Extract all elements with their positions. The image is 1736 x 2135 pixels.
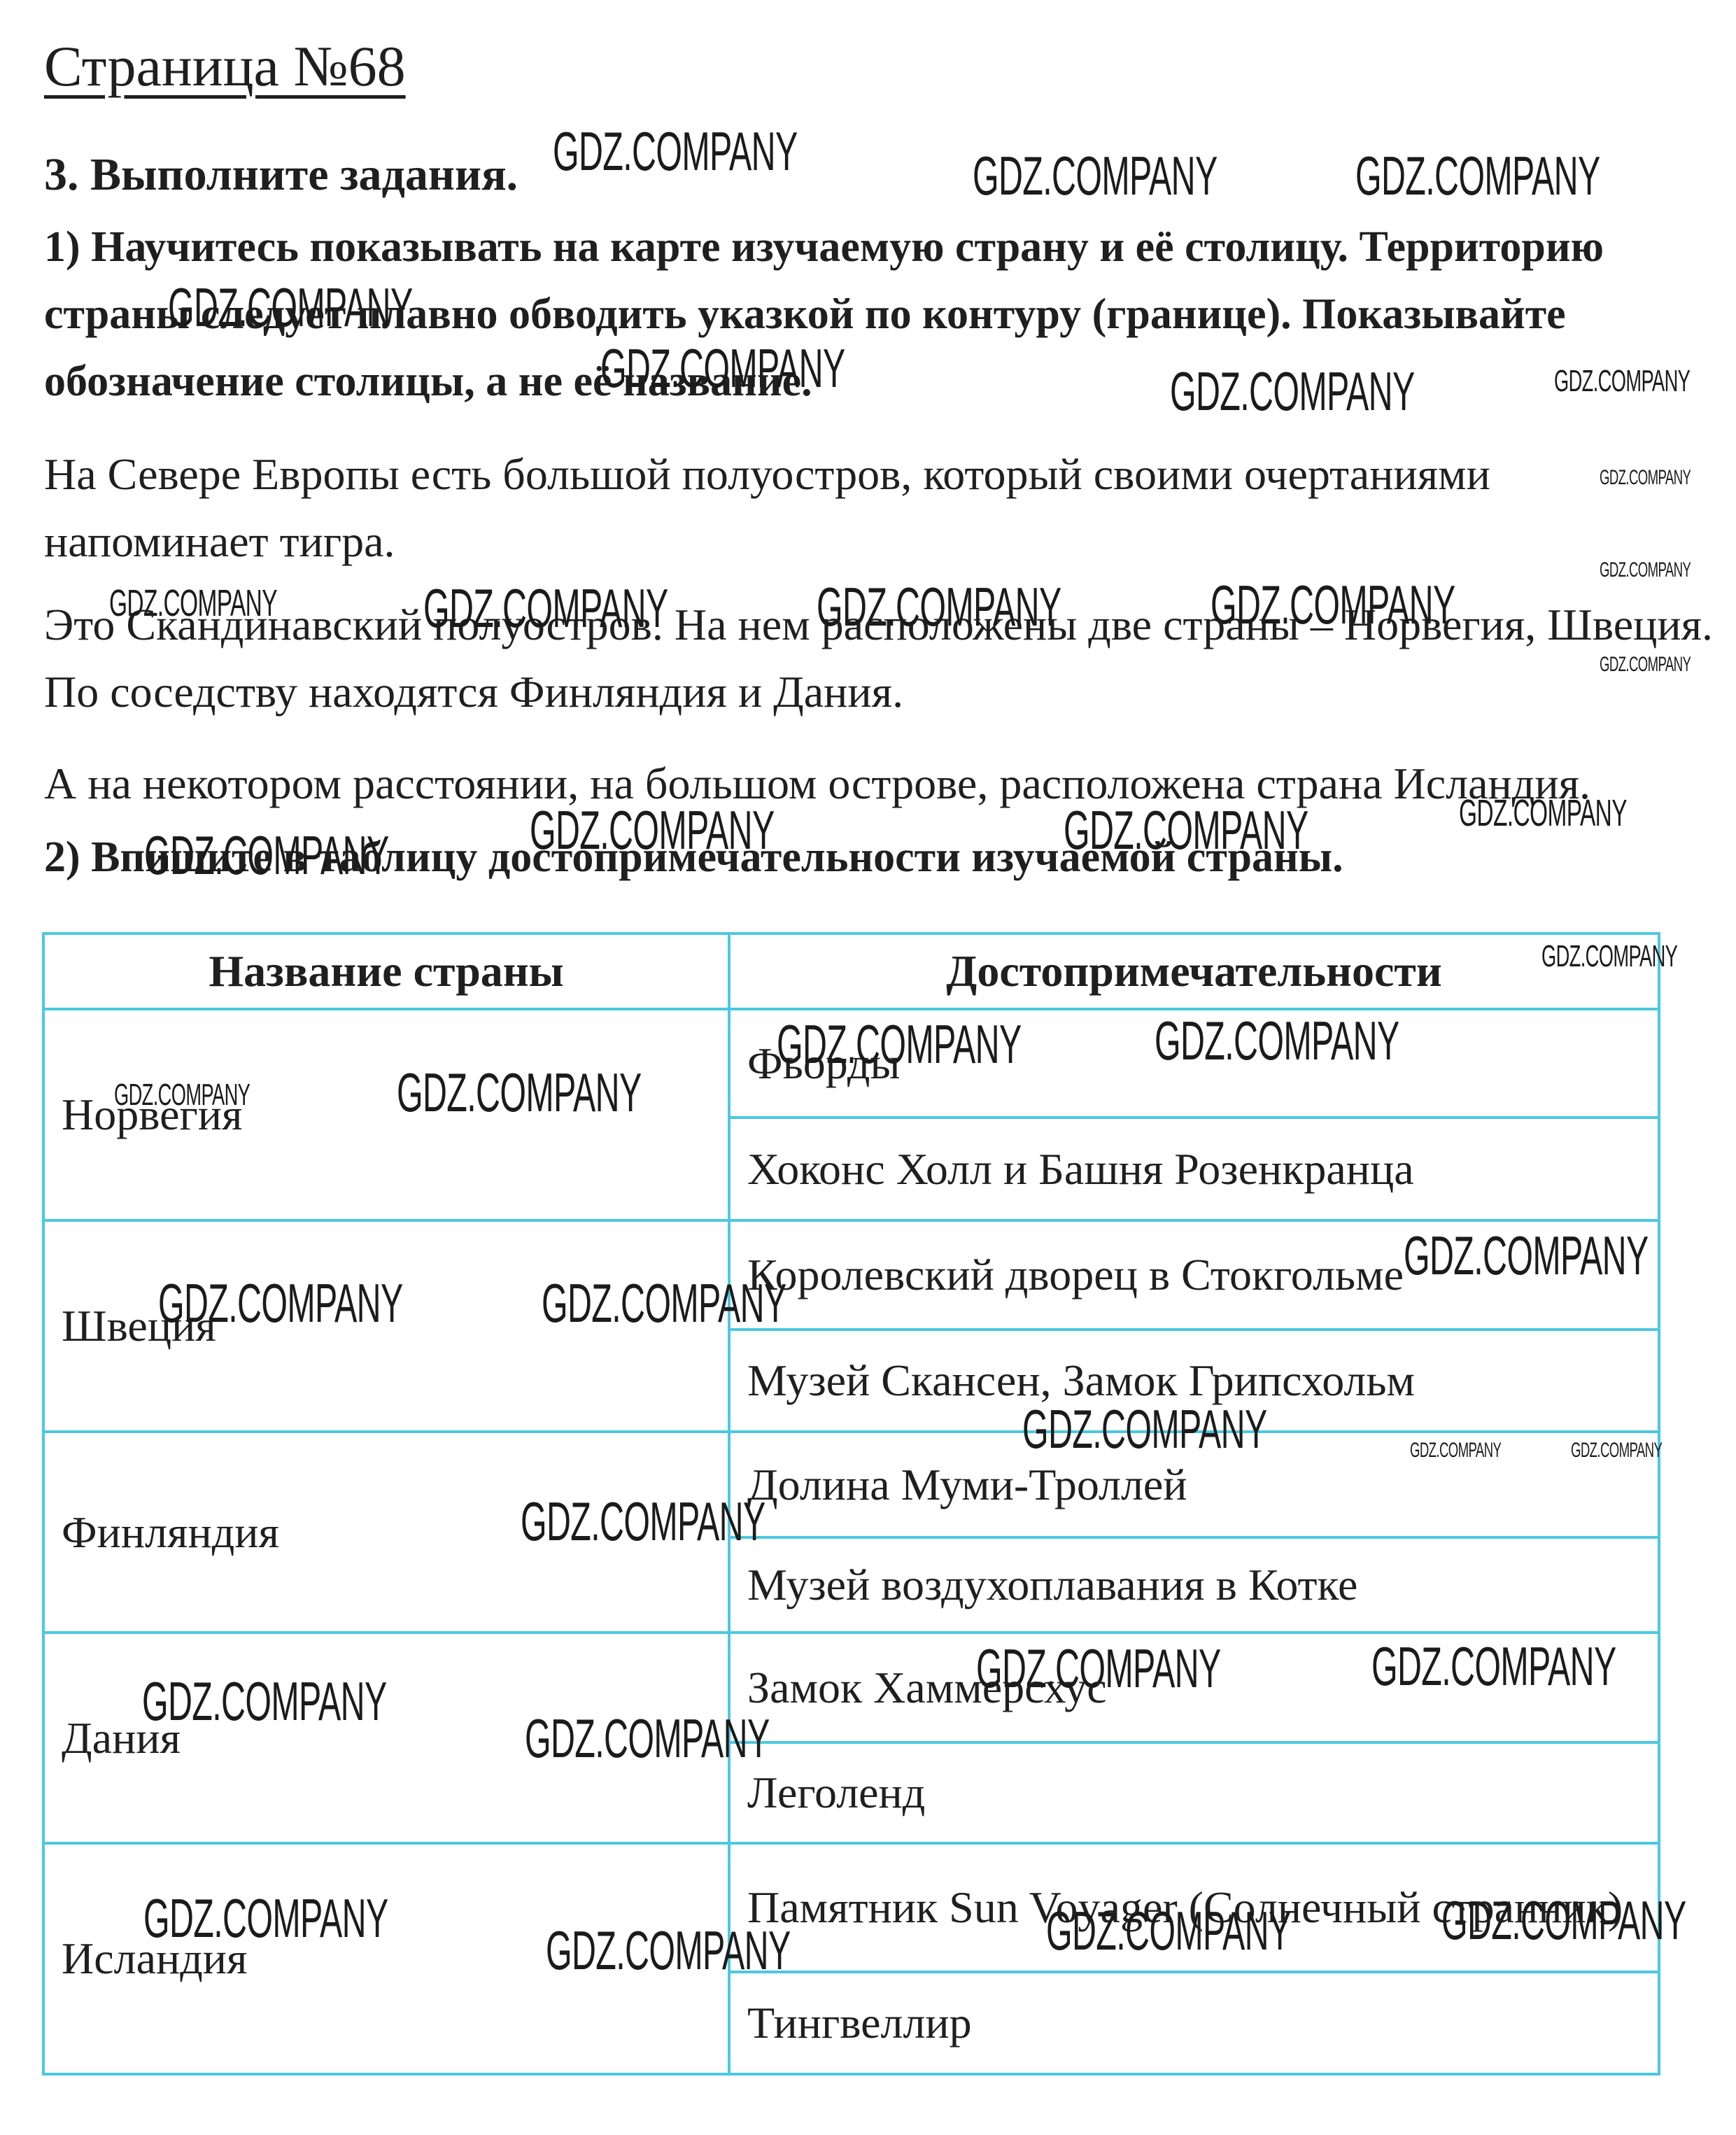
watermark-text: GDZ.COMPANY [976,1637,1221,1699]
table-header-row: Название страны Достопримечательности [45,935,1658,1008]
attractions-table: Название страны Достопримечательности Но… [42,932,1660,2076]
watermark-text: GDZ.COMPANY [1441,1889,1686,1951]
country-name: Швеция [62,1301,216,1351]
table-row-iceland: Исландия Памятник Sun Voyager (Солнечный… [45,1842,1658,2073]
watermark-text: GDZ.COMPANY [521,1491,765,1552]
watermark-text: GDZ.COMPANY [1410,1439,1502,1462]
attraction-cell: Памятник Sun Voyager (Солнечный странник… [731,1845,1658,1971]
watermark-text: GDZ.COMPANY [1371,1635,1616,1697]
attraction-cell: Музей Скансен, Замок Грипсхольм [731,1328,1658,1430]
attraction-cell: Тингвеллир [731,1971,1658,2073]
attraction-cell: Королевский дворец в Стокгольме [731,1222,1658,1328]
attraction-cell: Долина Муми-Троллей [731,1433,1658,1536]
watermark-text: GDZ.COMPANY [1064,799,1308,861]
watermark-text: GDZ.COMPANY [1541,939,1678,973]
attraction-text: Памятник Sun Voyager (Солнечный странник… [747,1882,1623,1932]
attraction-cell: Музей воздухоплавания в Котке [731,1536,1658,1631]
attraction-text: Хоконс Холл и Башня Розенкранца [747,1143,1414,1194]
attraction-text: Фьорды [747,1038,901,1088]
table-row-finland: Финляндия Долина Муми-Троллей Музей возд… [45,1430,1658,1631]
watermark-text: GDZ.COMPANY [542,1272,786,1334]
attraction-cell: Хоконс Холл и Башня Розенкранца [731,1116,1658,1219]
watermark-text: GDZ.COMPANY [1170,360,1415,422]
watermark-text: GDZ.COMPANY [1155,1010,1399,1071]
watermark-text: GDZ.COMPANY [600,337,845,399]
table-header-attractions: Достопримечательности [946,946,1442,996]
watermark-text: GDZ.COMPANY [546,1919,791,1981]
attraction-text: Долина Муми-Троллей [747,1459,1187,1509]
table-row-denmark: Дания Замок Хаммерсхус Леголенд [45,1631,1658,1842]
watermark-text: GDZ.COMPANY [109,582,278,624]
watermark-text: GDZ.COMPANY [1046,1900,1291,1961]
attraction-text: Тингвеллир [747,1998,972,2048]
watermark-text: GDZ.COMPANY [1355,145,1600,206]
watermark-text: GDZ.COMPANY [1600,558,1691,582]
section-heading: 3. Выполните задания. [44,149,518,200]
watermark-text: GDZ.COMPANY [423,577,668,639]
paragraph-peninsula: На Севере Европы есть большой полуостров… [44,449,1490,566]
watermark-text: GDZ.COMPANY [525,1707,770,1769]
watermark-text: GDZ.COMPANY [553,120,798,182]
attraction-text: Музей Скансен, Замок Грипсхольм [747,1355,1415,1405]
watermark-text: GDZ.COMPANY [1600,653,1691,676]
watermark-text: GDZ.COMPANY [1211,574,1455,635]
attraction-cell: Леголенд [731,1741,1658,1842]
watermark-text: GDZ.COMPANY [142,1670,387,1732]
table-row-norway: Норвегия Фьорды Хоконс Холл и Башня Розе… [45,1008,1658,1219]
country-cell: Исландия [45,1845,731,2073]
table-row-sweden: Швеция Королевский дворец в Стокгольме М… [45,1219,1658,1430]
watermark-text: GDZ.COMPANY [143,1887,388,1949]
country-name: Финляндия [62,1507,279,1557]
attraction-cell: Фьорды [731,1010,1658,1116]
attraction-text: Леголенд [747,1768,926,1817]
page-title: Страница №68 [44,34,406,98]
watermark-text: GDZ.COMPANY [1404,1225,1649,1286]
watermark-text: GDZ.COMPANY [168,276,413,338]
watermark-text: GDZ.COMPANY [397,1062,642,1123]
watermark-text: GDZ.COMPANY [973,145,1218,206]
watermark-text: GDZ.COMPANY [1571,1439,1663,1462]
paragraph-iceland: А на некотором расстоянии, на большом ос… [44,759,1590,808]
country-cell: Финляндия [45,1433,731,1631]
task1-heading: 1) Научитесь показывать на карте изучаем… [44,223,1604,405]
watermark-text: GDZ.COMPANY [144,824,389,886]
country-name: Исландия [62,1933,248,1983]
country-cell: Норвегия [45,1010,731,1219]
country-name: Дания [62,1712,181,1763]
watermark-text: GDZ.COMPANY [1022,1398,1267,1460]
paragraph-scandinavia: Это Скандинавский полуостров. На нем рас… [44,600,1714,717]
watermark-text: GDZ.COMPANY [1554,364,1691,398]
watermark-text: GDZ.COMPANY [777,1013,1022,1075]
watermark-text: GDZ.COMPANY [530,799,775,861]
watermark-text: GDZ.COMPANY [114,1078,250,1112]
country-cell: Швеция [45,1222,731,1430]
table-header-country: Название страны [45,935,731,1008]
attraction-cell: Замок Хаммерсхус [731,1634,1658,1741]
watermark-text: GDZ.COMPANY [158,1272,403,1334]
attraction-text: Музей воздухоплавания в Котке [747,1560,1358,1609]
watermark-text: GDZ.COMPANY [1459,792,1628,834]
country-cell: Дания [45,1634,731,1842]
country-name: Норвегия [62,1090,243,1139]
watermark-text: GDZ.COMPANY [1600,466,1691,489]
attraction-text: Королевский дворец в Стокгольме [747,1250,1404,1299]
watermark-text: GDZ.COMPANY [817,576,1061,637]
task2-heading: 2) Впишите в таблицу достопримечательнос… [44,833,1343,881]
attraction-text: Замок Хаммерсхус [747,1662,1107,1712]
